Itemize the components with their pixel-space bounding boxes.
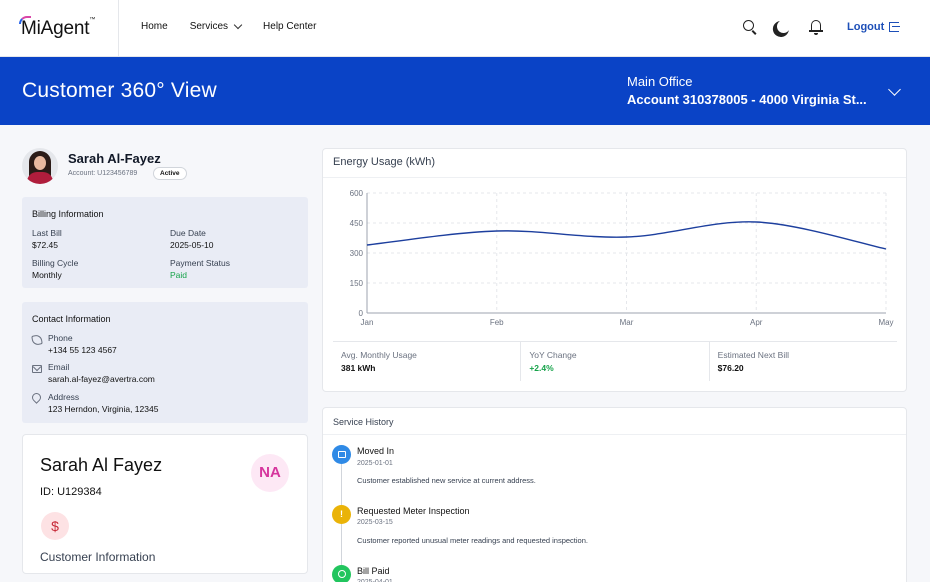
customer-name: Sarah Al-Fayez <box>68 151 161 166</box>
x-tick-label: Mar <box>620 318 634 327</box>
card-customer-name: Sarah Al Fayez <box>40 455 163 475</box>
chevron-down-icon[interactable] <box>888 83 901 96</box>
due-date-label: Due Date <box>170 228 206 238</box>
timeline-item-date: 2025-01-01 <box>357 460 393 467</box>
stat-value: $76.20 <box>717 363 744 373</box>
x-tick-label: Feb <box>490 318 504 327</box>
y-tick-label: 450 <box>350 219 364 228</box>
customer-account: Account: U123456789 <box>68 170 138 177</box>
dollar-icon: $ <box>41 512 69 540</box>
avatar <box>22 148 58 184</box>
billing-panel: Billing Information Last Bill $72.45 Due… <box>22 197 308 288</box>
billing-cycle-value: Monthly <box>32 270 62 280</box>
nav-services-label: Services <box>189 21 229 32</box>
moon-icon[interactable] <box>774 18 792 36</box>
phone-value: +134 55 123 4567 <box>48 345 117 355</box>
timeline-item-title: Moved In <box>357 446 395 456</box>
warning-icon: ! <box>332 505 351 524</box>
stat-label: Estimated Next Bill <box>717 350 789 360</box>
billing-cycle-label: Billing Cycle <box>32 258 79 268</box>
x-tick-label: May <box>878 318 893 327</box>
stat-label: YoY Change <box>529 350 577 360</box>
nav-home[interactable]: Home <box>141 21 168 32</box>
timeline-item-desc: Customer reported unusual meter readings… <box>357 536 588 545</box>
last-bill-label: Last Bill <box>32 228 62 238</box>
check-icon <box>332 565 351 582</box>
top-navbar: MiAgent™ Home Services Help Center Logou… <box>0 0 930 57</box>
service-history-card: Service History Moved In 2025-01-01 Cust… <box>322 407 907 582</box>
energy-line-chart: 0 150 300 450 600 Jan Feb Mar Apr May <box>350 189 894 327</box>
logout-label: Logout <box>847 21 885 33</box>
logout-button[interactable]: Logout <box>847 21 901 33</box>
initials-avatar: NA <box>251 454 289 492</box>
contact-panel: Contact Information Phone +134 55 123 45… <box>22 302 308 423</box>
account-selector[interactable]: Account 310378005 - 4000 Virginia St... <box>627 92 867 107</box>
logo-area: MiAgent™ <box>0 0 119 57</box>
email-value: sarah.al-fayez@avertra.com <box>48 374 155 384</box>
nav-help-center[interactable]: Help Center <box>263 21 316 32</box>
stat-label: Avg. Monthly Usage <box>341 350 417 360</box>
payment-status-value: Paid <box>170 270 188 280</box>
energy-usage-card: Energy Usage (kWh) 0 150 300 450 600 Jan Feb Ma… <box>322 148 907 392</box>
logo-arc-icon <box>19 16 31 24</box>
customer-profile: Sarah Al-Fayez Account: U123456789 Activ… <box>22 148 312 188</box>
customer-info-card: Sarah Al Fayez ID: U129384 NA $ Customer… <box>22 434 308 574</box>
history-title: Service History <box>333 417 394 427</box>
chevron-down-icon <box>233 20 243 29</box>
header-actions <box>741 18 840 36</box>
stat-value: 381 kWh <box>341 363 376 373</box>
nav-services[interactable]: Services <box>189 20 243 32</box>
main-nav: Home Services Help Center <box>141 20 338 32</box>
page-title: Customer 360° View <box>22 79 217 102</box>
x-tick-label: Apr <box>750 318 763 327</box>
timeline-item-date: 2025-04-01 <box>357 579 393 582</box>
card-subtitle: Customer Information <box>40 550 156 564</box>
stat-value: +2.4% <box>529 363 554 373</box>
bell-icon[interactable] <box>807 18 825 36</box>
nav-help-label: Help Center <box>263 21 317 32</box>
status-badge: Active <box>153 167 187 180</box>
timeline-item-title: Requested Meter Inspection <box>357 506 470 516</box>
energy-title: Energy Usage (kWh) <box>333 156 436 168</box>
logo-text: MiAgent <box>21 18 90 39</box>
divider <box>323 434 906 435</box>
stat-next-bill: Estimated Next Bill $76.20 <box>708 342 897 381</box>
timeline-item-date: 2025-03-15 <box>357 519 393 526</box>
timeline-item-title: Bill Paid <box>357 566 390 576</box>
contact-title: Contact Information <box>32 314 111 324</box>
stat-yoy-change: YoY Change +2.4% <box>520 342 708 381</box>
email-label: Email <box>48 362 70 372</box>
phone-label: Phone <box>48 333 73 343</box>
mail-icon <box>32 365 42 373</box>
nav-home-label: Home <box>141 21 168 32</box>
y-tick-label: 600 <box>350 189 364 198</box>
office-label: Main Office <box>627 74 693 89</box>
y-tick-label: 300 <box>350 249 364 258</box>
address-label: Address <box>48 392 80 402</box>
location-pin-icon <box>30 391 43 404</box>
timeline-item-desc: Customer established new service at curr… <box>357 476 536 485</box>
logo[interactable]: MiAgent™ <box>21 17 96 40</box>
x-tick-label: Jan <box>361 318 374 327</box>
energy-stats: Avg. Monthly Usage 381 kWh YoY Change +2… <box>333 341 897 381</box>
page-banner: Customer 360° View Main Office Account 3… <box>0 57 930 125</box>
card-customer-id: ID: U129384 <box>40 486 102 498</box>
calendar-icon <box>332 445 351 464</box>
usage-series-line <box>366 221 887 250</box>
last-bill-value: $72.45 <box>32 240 58 250</box>
billing-title: Billing Information <box>32 209 104 219</box>
address-value: 123 Herndon, Virginia, 12345 <box>48 404 159 414</box>
phone-icon <box>31 334 43 346</box>
due-date-value: 2025-05-10 <box>170 240 214 250</box>
payment-status-label: Payment Status <box>170 258 231 268</box>
divider <box>323 177 906 178</box>
y-tick-label: 0 <box>359 309 364 318</box>
search-icon[interactable] <box>741 18 759 36</box>
stat-avg-usage: Avg. Monthly Usage 381 kWh <box>333 342 520 381</box>
logo-trademark: ™ <box>89 17 96 23</box>
logout-icon <box>889 22 901 32</box>
y-tick-label: 150 <box>350 279 364 288</box>
